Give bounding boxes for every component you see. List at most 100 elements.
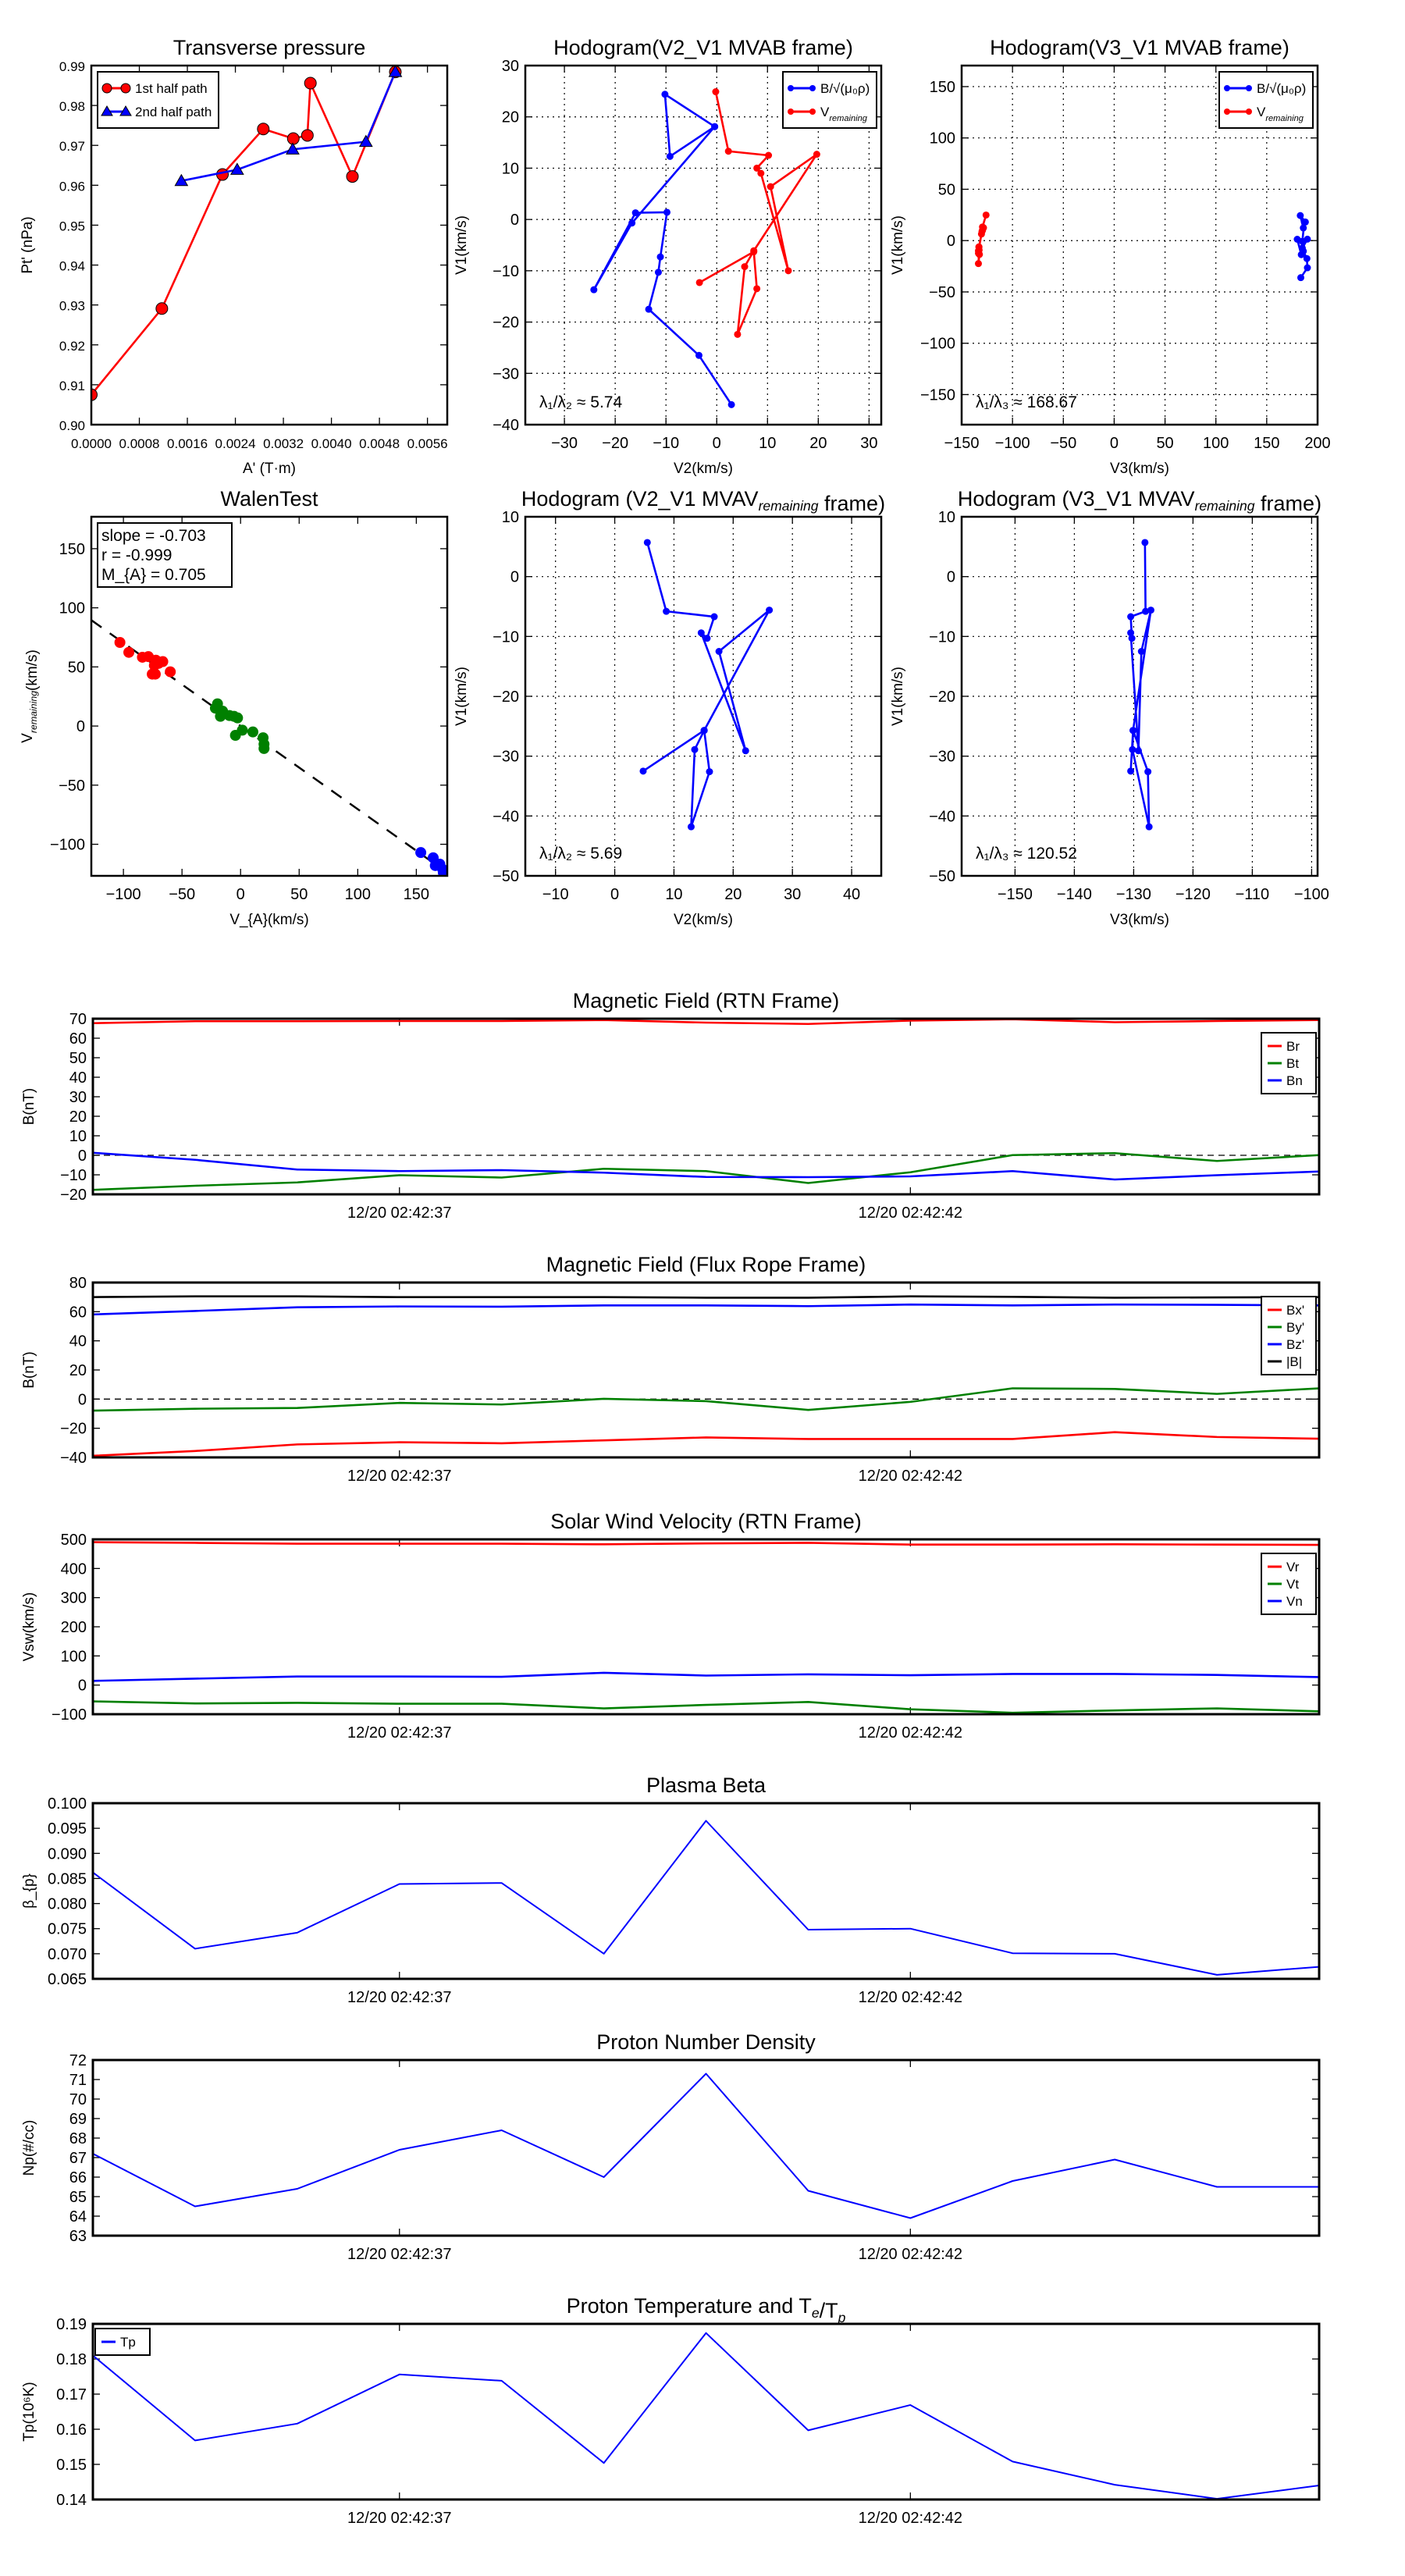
legend-item: By' [1268,1320,1304,1335]
data-point [215,710,226,722]
data-point [663,208,670,216]
series-line [642,542,770,828]
data-point [153,657,165,669]
data-point [742,747,749,755]
plot-area [93,1019,1319,1191]
y-tick-label: 0.92 [59,339,85,354]
y-axis-label: V1(km/s) [890,667,906,726]
data-point [750,247,758,254]
legend-marker [1246,85,1252,91]
x-tick-label: 0 [713,435,721,452]
data-point [1129,745,1136,753]
legend-label: Vt [1286,1577,1299,1592]
data-point [687,823,695,831]
data-point [645,305,653,313]
series-line [592,93,733,406]
legend-label: B/√(μ₀ρ) [1257,81,1306,96]
data-point [1141,539,1149,546]
y-tick-label: 72 [69,2052,87,2069]
legend-marker [101,105,113,116]
x-tick-label: 12/20 02:42:42 [859,2246,962,2263]
legend-item: Bx' [1268,1303,1304,1318]
y-tick-label: −20 [493,688,519,706]
series-line [93,1151,1319,1181]
x-tick-label: 100 [1203,435,1229,452]
x-tick-label: 12/20 02:42:42 [859,2510,962,2527]
x-tick-label: 0.0056 [407,436,448,451]
y-tick-label: −30 [493,365,519,382]
x-tick-label: 0.0008 [119,436,160,451]
y-tick-label: 0.18 [56,2351,87,2368]
plot-area [91,619,447,876]
y-tick-label: 300 [61,1590,87,1607]
legend: Tp [94,2328,151,2356]
data-point [766,607,774,614]
series-vn [93,1671,1319,1682]
plot-area [91,66,403,401]
series-np [93,2073,1319,2219]
data-point [358,134,373,148]
legend-marker [1224,109,1230,115]
x-tick-label: 0 [1110,435,1119,452]
data-point [643,539,651,546]
y-tick-label: 100 [59,600,85,617]
data-point [639,767,647,775]
y-tick-label: 0.97 [59,139,85,154]
x-tick-label: 0.0016 [167,436,208,451]
stats-line: r = -0.999 [101,546,172,564]
x-tick-label: 30 [860,435,877,452]
data-point [1303,254,1311,262]
data-point [1300,224,1307,232]
axes-frame [91,2322,1321,2501]
y-tick-label: 0.090 [48,1845,87,1863]
y-tick-label: −10 [493,263,519,280]
data-point [697,629,705,637]
legend-marker [101,83,112,94]
y-axis-label: B(nT) [21,1088,37,1126]
data-point [415,847,427,859]
subscript-text: remaining [759,498,819,514]
data-point [767,183,774,190]
axes-frame [524,515,883,877]
y-tick-label: 0.96 [59,179,85,194]
y-tick-label: 20 [502,109,519,126]
data-point [229,730,241,742]
legend-label: Bx' [1286,1303,1304,1318]
legend-marker [809,85,816,91]
data-point [663,607,670,615]
x-tick-label: 200 [1304,435,1330,452]
panel-proton-temperature: 12/20 02:42:37 12/20 02:42:42 0.14 0.15 0.16… [21,2294,1321,2527]
data-point [784,267,792,275]
data-point [286,132,300,145]
x-tick-label: −140 [1057,886,1092,903]
x-tick-label: −50 [169,886,195,903]
x-tick-label: −100 [1294,886,1329,903]
data-point [813,151,820,158]
legend-item: Vn [1268,1594,1303,1609]
data-point [695,279,703,286]
y-tick-label: 200 [61,1619,87,1636]
chart-title: Hodogram (V2_V1 MVAVremaining frame) [521,487,885,515]
y-tick-label: 66 [69,2169,87,2186]
y-tick-label: 69 [69,2111,87,2128]
text-part: V [820,105,830,119]
legend-label: |B| [1286,1354,1302,1369]
data-point [711,123,719,130]
text-part: Proton Temperature and T [567,2294,812,2318]
data-point [301,129,314,142]
legend-item: Bt [1268,1056,1299,1071]
y-tick-label: 0.065 [48,1971,87,1988]
series-line [93,1700,1319,1714]
x-tick-label: −10 [542,886,569,903]
x-tick-label: 30 [784,886,801,903]
text-part: frame) [819,492,886,515]
y-tick-label: 10 [502,509,519,526]
legend-item: B/√(μ₀ρ) [1224,81,1306,96]
legend: B/√(μ₀ρ) Vremaining [1218,71,1314,129]
series-vr [93,1541,1319,1546]
chart-title: Hodogram (V3_V1 MVAVremaining frame) [958,487,1321,515]
chart-title: Magnetic Field (RTN Frame) [573,989,840,1012]
y-axis-label: V1(km/s) [890,215,906,275]
